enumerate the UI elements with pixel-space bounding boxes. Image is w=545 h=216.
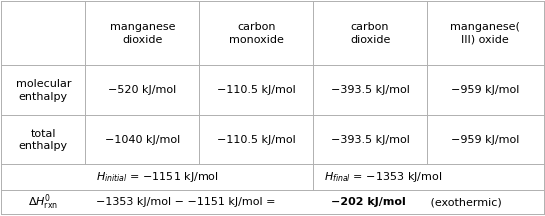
Text: molecular
enthalpy: molecular enthalpy (16, 79, 71, 102)
Text: −110.5 kJ/mol: −110.5 kJ/mol (217, 135, 295, 145)
Text: carbon
dioxide: carbon dioxide (350, 22, 390, 44)
Text: $\mathit{H}_\mathit{final}$ = −1353 kJ/mol: $\mathit{H}_\mathit{final}$ = −1353 kJ/m… (324, 170, 442, 184)
Text: carbon
monoxide: carbon monoxide (229, 22, 283, 44)
Text: −393.5 kJ/mol: −393.5 kJ/mol (331, 135, 409, 145)
Text: −202 kJ/mol: −202 kJ/mol (331, 197, 406, 207)
Text: −520 kJ/mol: −520 kJ/mol (108, 85, 177, 95)
Text: $\mathit{H}_\mathit{initial}$ = −1151 kJ/mol: $\mathit{H}_\mathit{initial}$ = −1151 kJ… (96, 170, 219, 184)
Text: total
enthalpy: total enthalpy (19, 129, 68, 151)
Text: −1040 kJ/mol: −1040 kJ/mol (105, 135, 180, 145)
Text: −393.5 kJ/mol: −393.5 kJ/mol (331, 85, 409, 95)
Text: (exothermic): (exothermic) (427, 197, 502, 207)
Text: manganese
dioxide: manganese dioxide (110, 22, 175, 44)
Text: $\Delta H^0_\mathrm{rxn}$: $\Delta H^0_\mathrm{rxn}$ (28, 192, 58, 212)
Text: −110.5 kJ/mol: −110.5 kJ/mol (217, 85, 295, 95)
Text: manganese(
III) oxide: manganese( III) oxide (450, 22, 520, 44)
Text: −959 kJ/mol: −959 kJ/mol (451, 135, 519, 145)
Text: −1353 kJ/mol − −1151 kJ/mol =: −1353 kJ/mol − −1151 kJ/mol = (96, 197, 279, 207)
Text: −959 kJ/mol: −959 kJ/mol (451, 85, 519, 95)
